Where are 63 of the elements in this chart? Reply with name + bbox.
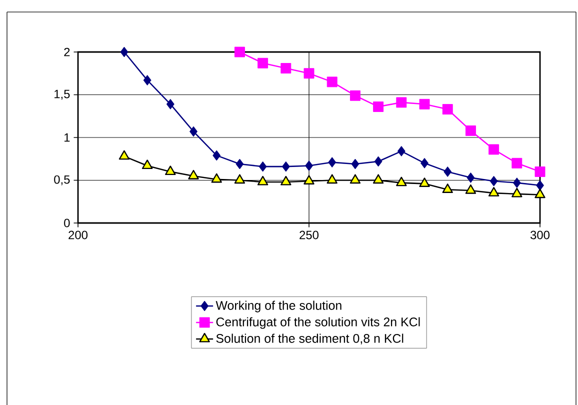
point: [350, 174, 361, 184]
point: [165, 166, 176, 176]
point: [374, 156, 382, 167]
legend-label: Working of the solution: [216, 300, 342, 312]
point: [118, 150, 130, 160]
point: [466, 172, 475, 183]
point: [536, 180, 544, 191]
point: [373, 101, 384, 112]
y-tick-label: 2: [64, 48, 70, 56]
x-tick-label: 300: [530, 230, 550, 240]
point: [257, 176, 268, 186]
point: [419, 98, 430, 110]
point: [280, 176, 292, 186]
point: [442, 184, 453, 193]
point: [351, 158, 360, 170]
point: [305, 160, 313, 171]
point: [234, 46, 245, 58]
point: [490, 176, 498, 186]
point: [234, 174, 246, 184]
point: [350, 90, 360, 101]
point: [212, 150, 221, 161]
point: [258, 161, 267, 172]
x-tick-label: 250: [300, 230, 319, 240]
point: [236, 158, 244, 170]
point: [326, 174, 338, 184]
y-tick-label: 1: [64, 133, 70, 142]
point: [419, 178, 430, 188]
point: [488, 186, 500, 196]
point: [512, 178, 521, 188]
point: [258, 58, 268, 68]
point: [120, 46, 128, 58]
point: [143, 74, 152, 86]
point: [328, 157, 336, 168]
point: [488, 144, 500, 155]
point: [304, 175, 314, 184]
legend-label: Solution of the sediment 0,8 n KCl: [216, 334, 404, 344]
point: [372, 174, 384, 184]
point: [420, 158, 428, 168]
point: [534, 166, 546, 177]
point: [396, 176, 407, 186]
point: [396, 97, 407, 108]
point: [465, 184, 476, 194]
point: [442, 104, 453, 115]
y-tick-label: 1,5: [54, 90, 70, 100]
y-tick-label: 0,5: [54, 175, 70, 186]
point: [512, 188, 522, 198]
point: [280, 63, 292, 74]
point: [142, 160, 153, 170]
point: [190, 126, 198, 137]
point: [444, 166, 452, 177]
point: [188, 170, 199, 180]
point: [282, 161, 290, 172]
point: [326, 76, 338, 88]
point: [211, 173, 222, 183]
y-tick-label: 0: [64, 218, 70, 228]
x-tick-label: 200: [68, 230, 88, 240]
point: [166, 98, 174, 110]
legend-label: Centrifugat of the solution vits 2n KCl: [216, 317, 420, 329]
point: [512, 158, 522, 168]
point: [465, 125, 476, 136]
point: [397, 146, 406, 156]
point: [534, 188, 546, 198]
point: [304, 68, 314, 79]
